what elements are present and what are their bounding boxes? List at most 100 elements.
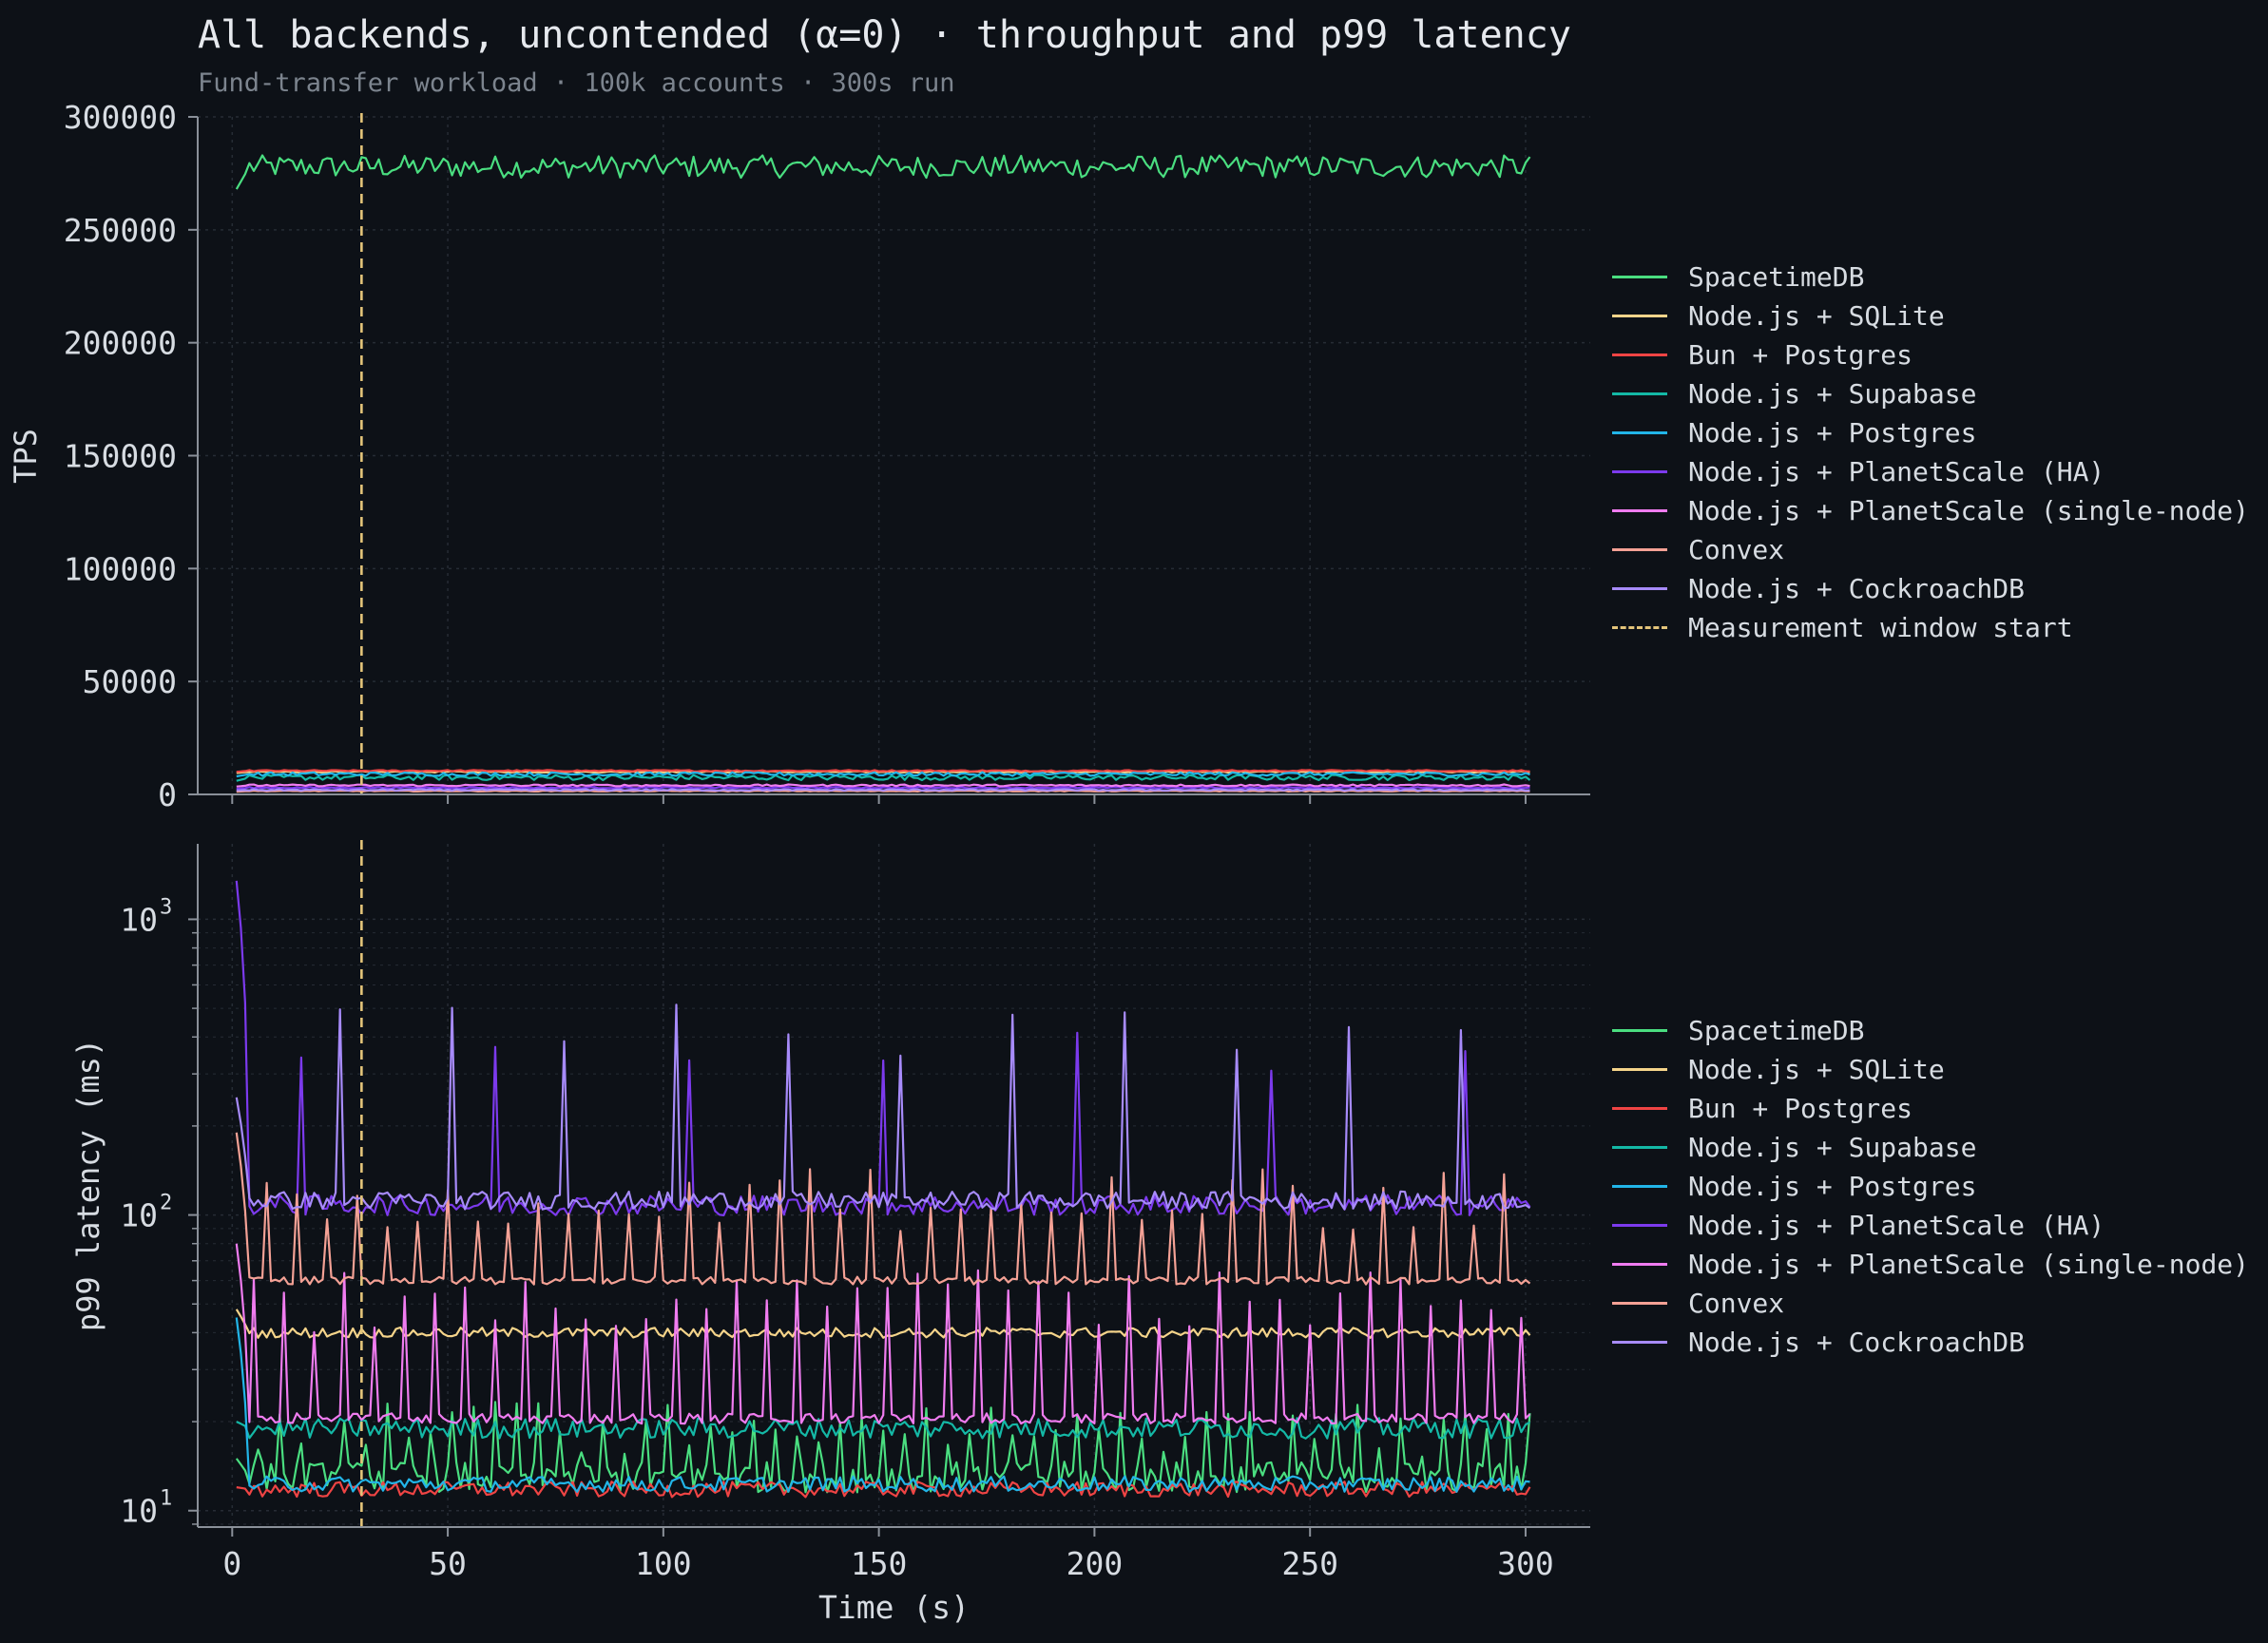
legend-swatch <box>1612 1107 1667 1110</box>
x-tick-label: 200 <box>1067 1545 1124 1582</box>
legend-item: Node.js + Supabase <box>1612 374 2249 413</box>
legend-label: Node.js + PlanetScale (HA) <box>1688 456 2105 487</box>
legend-label: Convex <box>1688 1288 1785 1319</box>
chart-subtitle: Fund-transfer workload · 100k accounts ·… <box>198 68 955 98</box>
legend-swatch <box>1612 626 1667 629</box>
series-line <box>236 771 1530 778</box>
legend-swatch <box>1612 315 1667 317</box>
y-tick-exponent: 2 <box>160 1192 172 1215</box>
legend-swatch <box>1612 1029 1667 1032</box>
series-line <box>236 769 1530 774</box>
legend-label: Node.js + PlanetScale (single-node) <box>1688 495 2250 526</box>
y-tick-label: 300000 <box>64 99 177 136</box>
legend-swatch <box>1612 353 1667 356</box>
y-tick-label: 50000 <box>83 663 177 700</box>
legend-label: Node.js + Supabase <box>1688 1132 1977 1163</box>
series-line <box>236 783 1530 788</box>
legend-item: SpacetimeDB <box>1612 258 2249 296</box>
legend-item: Bun + Postgres <box>1612 335 2249 374</box>
legend-item: Node.js + CockroachDB <box>1612 1323 2249 1362</box>
legend-top: SpacetimeDB Node.js + SQLite Bun + Postgre… <box>1612 258 2249 647</box>
legend-swatch <box>1612 1341 1667 1344</box>
legend-swatch <box>1612 1185 1667 1188</box>
legend-label: Node.js + SQLite <box>1688 300 1945 332</box>
legend-item: SpacetimeDB <box>1612 1011 2249 1050</box>
x-tick-label: 0 <box>222 1545 241 1582</box>
series-line <box>235 154 1531 190</box>
legend-swatch <box>1612 548 1667 551</box>
series-line <box>235 1317 1530 1493</box>
x-axis-label: Time (s) <box>818 1589 970 1626</box>
legend-item: Node.js + Postgres <box>1612 1167 2249 1206</box>
legend-label: SpacetimeDB <box>1688 261 1865 293</box>
y-tick-exponent: 3 <box>160 895 172 919</box>
legend-swatch <box>1612 587 1667 590</box>
legend-label: Node.js + Supabase <box>1688 378 1977 410</box>
legend-label: Convex <box>1688 534 1785 565</box>
series-line <box>235 880 1531 1217</box>
legend-label: Node.js + SQLite <box>1688 1054 1945 1085</box>
legend-label: SpacetimeDB <box>1688 1015 1865 1046</box>
y-tick-label: 150000 <box>64 438 177 475</box>
legend-item: Node.js + PlanetScale (single-node) <box>1612 491 2249 530</box>
legend-swatch <box>1612 431 1667 434</box>
legend-item: Node.js + PlanetScale (HA) <box>1612 1206 2249 1245</box>
legend-swatch <box>1612 470 1667 473</box>
series-line <box>235 1309 1531 1339</box>
legend-label: Bun + Postgres <box>1688 1093 1913 1124</box>
y-axis-label: TPS <box>8 429 44 484</box>
x-tick-label: 50 <box>429 1545 467 1582</box>
y-tick-label: 250000 <box>64 212 177 249</box>
legend-item: Measurement window start <box>1612 608 2249 647</box>
legend-label: Measurement window start <box>1688 612 2073 643</box>
legend-item: Node.js + PlanetScale (single-node) <box>1612 1245 2249 1284</box>
legend-item: Node.js + CockroachDB <box>1612 569 2249 608</box>
legend-swatch <box>1612 1068 1667 1071</box>
legend-swatch <box>1612 1263 1667 1266</box>
series-line <box>235 1003 1531 1211</box>
y-tick-label: 10 <box>120 901 158 938</box>
legend-label: Node.js + Postgres <box>1688 417 1977 449</box>
y-tick-exponent: 1 <box>160 1487 172 1511</box>
y-tick-label: 10 <box>120 1493 158 1530</box>
legend-swatch <box>1612 509 1667 512</box>
series-line <box>235 1401 1531 1494</box>
x-tick-label: 300 <box>1497 1545 1554 1582</box>
series-line <box>235 1243 1531 1425</box>
legend-swatch <box>1612 276 1667 278</box>
legend-swatch <box>1612 1224 1667 1227</box>
series-line <box>236 786 1530 791</box>
x-tick-label: 250 <box>1281 1545 1338 1582</box>
legend-item: Node.js + SQLite <box>1612 296 2249 335</box>
y-tick-label: 0 <box>158 776 177 813</box>
legend-item: Node.js + Postgres <box>1612 413 2249 452</box>
series-line <box>236 774 1531 782</box>
legend-label: Bun + Postgres <box>1688 339 1913 371</box>
legend-swatch <box>1612 1146 1667 1149</box>
chart-title: All backends, uncontended (α=0) · throug… <box>198 13 1571 57</box>
legend-bottom: SpacetimeDB Node.js + SQLite Bun + Postgre… <box>1612 1011 2249 1362</box>
y-tick-label: 200000 <box>64 325 177 362</box>
y-tick-label: 100000 <box>64 550 177 587</box>
legend-item: Node.js + Supabase <box>1612 1128 2249 1167</box>
y-axis-label: p99 latency (ms) <box>70 1039 106 1331</box>
series-line <box>236 788 1530 793</box>
legend-swatch <box>1612 392 1667 395</box>
legend-item: Node.js + PlanetScale (HA) <box>1612 452 2249 491</box>
legend-label: Node.js + PlanetScale (single-node) <box>1688 1249 2250 1280</box>
legend-item: Convex <box>1612 1284 2249 1323</box>
panel-throughput: 0 50000 100000 150000 200000 250000 300000 TPS <box>8 99 1590 813</box>
x-tick-label: 100 <box>635 1545 692 1582</box>
x-tick-label: 150 <box>851 1545 908 1582</box>
legend-item: Bun + Postgres <box>1612 1089 2249 1128</box>
legend-label: Node.js + Postgres <box>1688 1171 1977 1202</box>
legend-item: Convex <box>1612 530 2249 569</box>
y-tick-label: 10 <box>120 1197 158 1234</box>
legend-label: Node.js + CockroachDB <box>1688 1327 2026 1358</box>
legend-swatch <box>1612 1302 1667 1305</box>
series-line <box>235 1132 1531 1286</box>
legend-label: Node.js + CockroachDB <box>1688 573 2026 604</box>
legend-item: Node.js + SQLite <box>1612 1050 2249 1089</box>
